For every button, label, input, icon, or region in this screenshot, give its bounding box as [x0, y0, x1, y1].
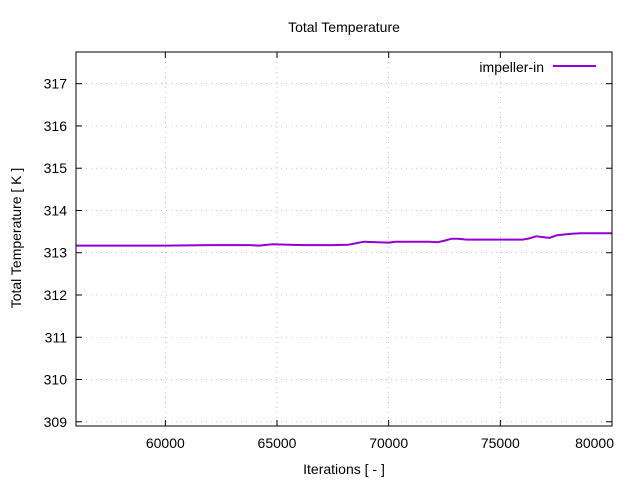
legend: impeller-in: [479, 59, 596, 75]
y-tick-label: 316: [44, 118, 68, 134]
x-tick-label: 75000: [481, 435, 520, 451]
y-tick-label: 310: [44, 372, 68, 388]
y-tick-label: 315: [44, 160, 68, 176]
y-tick-label: 314: [44, 202, 68, 218]
y-tick-label: 313: [44, 245, 68, 261]
x-tick-label: 65000: [258, 435, 297, 451]
series-line-impeller-in: [76, 232, 612, 247]
x-tick-label: 70000: [369, 435, 408, 451]
plot-frame: [75, 51, 613, 427]
x-tick-label: 80000: [575, 435, 614, 451]
y-tick-label: 317: [44, 76, 68, 92]
y-tick-label: 311: [45, 329, 68, 345]
grid-lines: [76, 52, 612, 426]
series-layer: [76, 232, 612, 247]
axis-ticks: 309 310 311 312 313 314 315 316 317 60000 65000 700…: [44, 52, 614, 451]
legend-label: impeller-in: [479, 59, 544, 75]
x-axis-title: Iterations [ - ]: [303, 461, 385, 477]
y-axis-title: Total Temperature [ K ]: [8, 168, 24, 309]
x-tick-label: 60000: [146, 435, 185, 451]
chart-title: Total Temperature: [288, 19, 400, 35]
y-tick-label: 309: [44, 414, 68, 430]
y-tick-label: 312: [44, 287, 68, 303]
